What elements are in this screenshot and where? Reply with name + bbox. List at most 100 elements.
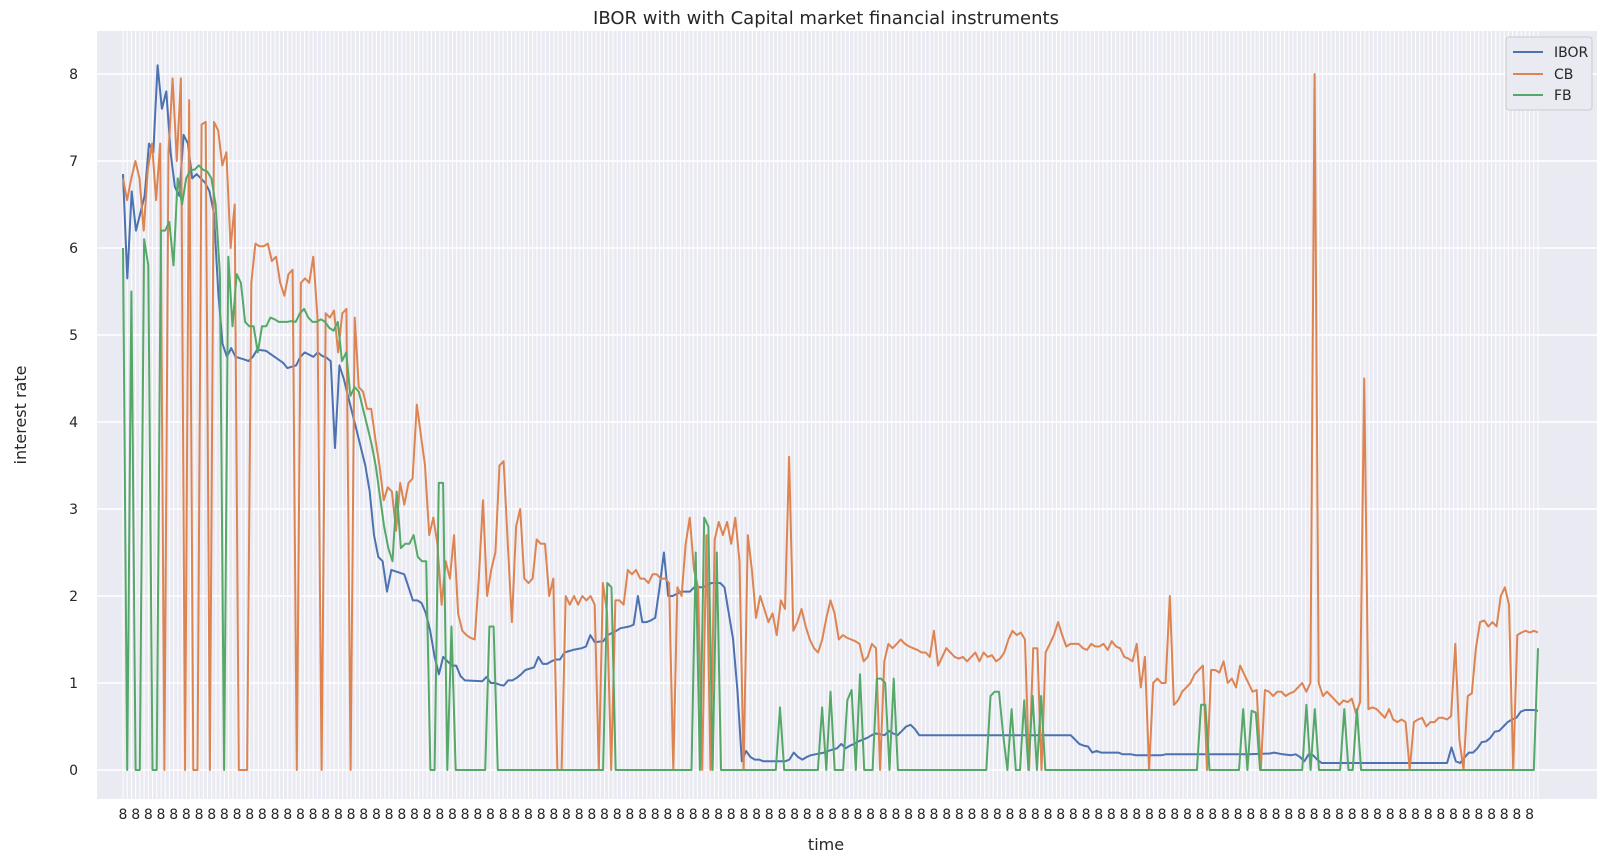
x-tick-label: 8 (968, 807, 977, 823)
x-tick-label: 8 (917, 807, 926, 823)
x-tick-label: 8 (499, 807, 508, 823)
y-tick-label: 2 (69, 589, 78, 605)
x-tick-label: 8 (803, 807, 812, 823)
x-tick-label: 8 (1398, 807, 1407, 823)
x-tick-label: 8 (739, 807, 748, 823)
series-lines (122, 64, 1539, 771)
x-tick-label: 8 (879, 807, 888, 823)
legend-label-ibor: IBOR (1554, 45, 1589, 61)
x-tick-label: 8 (1234, 807, 1243, 823)
x-tick-label: 8 (283, 807, 292, 823)
x-tick-label: 8 (689, 807, 698, 823)
x-tick-label: 8 (448, 807, 457, 823)
x-tick-label: 8 (1208, 807, 1217, 823)
x-tick-label: 8 (1132, 807, 1141, 823)
x-tick-label: 8 (1044, 807, 1053, 823)
x-tick-label: 8 (828, 807, 837, 823)
x-tick-label: 8 (1069, 807, 1078, 823)
x-tick-label: 8 (1500, 807, 1509, 823)
x-tick-label: 8 (613, 807, 622, 823)
x-axis-label: time (808, 835, 844, 854)
x-tick-label: 8 (511, 807, 520, 823)
x-tick-label: 8 (1107, 807, 1116, 823)
x-tick-label: 8 (321, 807, 330, 823)
legend-box (1505, 36, 1593, 111)
x-tick-label: 8 (334, 807, 343, 823)
x-tick-label: 8 (575, 807, 584, 823)
x-tick-label: 8 (1462, 807, 1471, 823)
x-tick-label: 8 (727, 807, 736, 823)
x-tick-label: 8 (1259, 807, 1268, 823)
x-tick-label: 8 (473, 807, 482, 823)
x-tick-label: 8 (790, 807, 799, 823)
x-tick-label: 8 (271, 807, 280, 823)
y-tick-label: 4 (69, 415, 78, 431)
y-axis-label: interest rate (11, 366, 30, 465)
x-tick-label: 8 (119, 807, 128, 823)
x-tick-label: 8 (258, 807, 267, 823)
x-tick-label: 8 (701, 807, 710, 823)
x-tick-label: 8 (182, 807, 191, 823)
x-tick-label: 8 (1373, 807, 1382, 823)
x-tick-label: 8 (1449, 807, 1458, 823)
x-tick-label: 8 (930, 807, 939, 823)
x-tick-label: 8 (359, 807, 368, 823)
x-tick-label: 8 (372, 807, 381, 823)
x-tick-label: 8 (955, 807, 964, 823)
x-tick-label: 8 (1272, 807, 1281, 823)
x-tick-label: 8 (296, 807, 305, 823)
x-tick-label: 8 (461, 807, 470, 823)
x-tick-label: 8 (144, 807, 153, 823)
x-tick-label: 8 (1094, 807, 1103, 823)
x-tick-label: 8 (1487, 807, 1496, 823)
x-tick-label: 8 (1018, 807, 1027, 823)
x-tick-label: 8 (207, 807, 216, 823)
x-tick-label: 8 (1082, 807, 1091, 823)
x-tick-label: 8 (777, 807, 786, 823)
x-tick-label: 8 (562, 807, 571, 823)
x-tick-label: 8 (423, 807, 432, 823)
y-tick-label: 8 (69, 67, 78, 83)
legend: IBOR CB FB (1505, 36, 1593, 111)
x-tick-label: 8 (410, 807, 419, 823)
x-tick-label: 8 (385, 807, 394, 823)
x-tick-label: 8 (131, 807, 140, 823)
x-tick-label: 8 (651, 807, 660, 823)
x-tick-label: 8 (1360, 807, 1369, 823)
x-tick-label: 8 (486, 807, 495, 823)
x-tick-label: 8 (245, 807, 254, 823)
legend-label-cb: CB (1554, 67, 1573, 83)
x-tick-label: 8 (993, 807, 1002, 823)
x-tick-label: 8 (1031, 807, 1040, 823)
x-tick-label: 8 (1284, 807, 1293, 823)
x-tick-label: 8 (1348, 807, 1357, 823)
x-tick-label: 8 (853, 807, 862, 823)
x-tick-label: 8 (220, 807, 229, 823)
y-tick-label: 5 (69, 328, 78, 344)
x-tick-label: 8 (549, 807, 558, 823)
y-tick-label: 7 (69, 154, 78, 170)
x-tick-label: 8 (1474, 807, 1483, 823)
x-tick-label: 8 (638, 807, 647, 823)
x-tick-label: 8 (752, 807, 761, 823)
x-tick-label: 8 (625, 807, 634, 823)
x-tick-label: 8 (841, 807, 850, 823)
y-tick-label: 3 (69, 502, 78, 518)
x-tick-label: 8 (1436, 807, 1445, 823)
x-tick-label: 8 (1386, 807, 1395, 823)
legend-label-fb: FB (1554, 88, 1572, 104)
x-tick-label: 8 (1196, 807, 1205, 823)
x-tick-label: 8 (397, 807, 406, 823)
y-tick-label: 6 (69, 241, 78, 257)
series-line-cb (122, 73, 1539, 771)
x-tick-label: 8 (435, 807, 444, 823)
x-tick-label: 8 (1246, 807, 1255, 823)
y-tick-label: 0 (69, 763, 78, 779)
y-tick-label: 1 (69, 676, 78, 692)
x-tick-label: 8 (1056, 807, 1065, 823)
x-tick-label: 8 (309, 807, 318, 823)
x-tick-label: 8 (1411, 807, 1420, 823)
x-tick-label: 8 (347, 807, 356, 823)
